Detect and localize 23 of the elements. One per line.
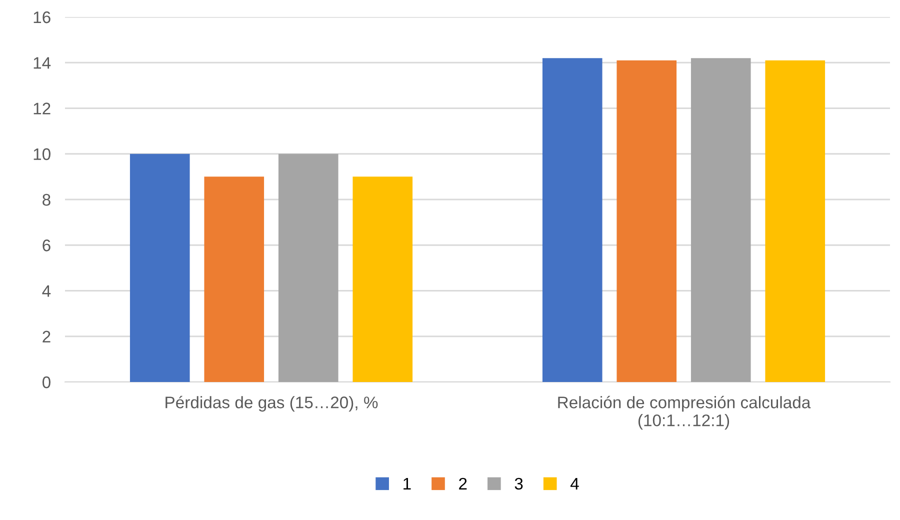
legend-label: 1 bbox=[404, 478, 411, 490]
y-tick-label: 12 bbox=[34, 102, 50, 114]
y-tick-label: 8 bbox=[42, 194, 50, 206]
legend-label: 4 bbox=[570, 478, 579, 490]
legend-label: 3 bbox=[514, 478, 523, 490]
bar bbox=[690, 58, 751, 382]
legend-label: 2 bbox=[459, 478, 467, 490]
y-tick-label: 6 bbox=[42, 240, 50, 252]
bar bbox=[542, 58, 602, 382]
bar bbox=[130, 154, 190, 382]
y-tick-label: 2 bbox=[42, 330, 50, 342]
bar bbox=[352, 176, 413, 382]
y-tick-label: 0 bbox=[42, 376, 50, 388]
y-tick-label: 14 bbox=[34, 57, 51, 69]
bar bbox=[204, 176, 264, 382]
bar bbox=[616, 60, 677, 382]
x-tick-label: Relación de compresión calculada (10:1…12:1) bbox=[558, 396, 811, 430]
y-tick-label: 16 bbox=[34, 11, 50, 24]
bar bbox=[765, 60, 826, 382]
x-tick-label: Pérdidas de gas (15…20), % bbox=[166, 396, 378, 412]
y-tick-label: 4 bbox=[42, 285, 51, 297]
bar bbox=[278, 154, 338, 382]
y-tick-label: 10 bbox=[34, 148, 50, 160]
